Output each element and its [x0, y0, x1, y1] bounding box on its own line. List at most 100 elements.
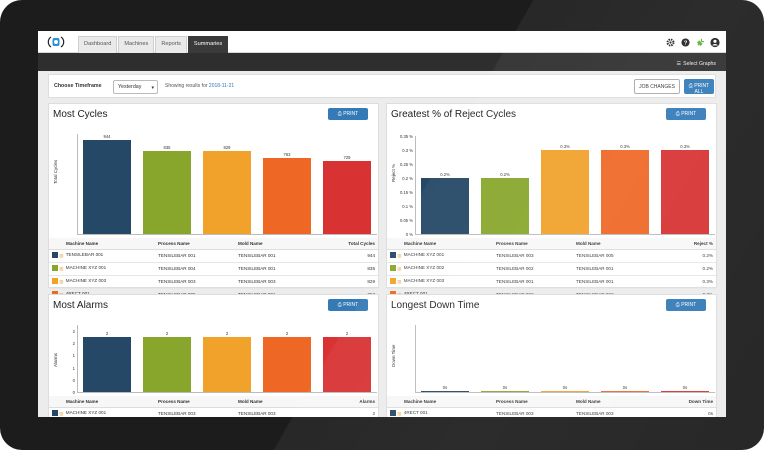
y-tick-label: 2 — [72, 329, 75, 334]
chart-bar[interactable] — [323, 336, 371, 392]
table-row[interactable]: ▥ MACHINE XYZ 003 TENSILEBAR 003 TENSILEBA… — [49, 275, 378, 289]
user-account-icon[interactable] — [710, 37, 720, 47]
column-header[interactable]: Mold Name — [235, 238, 316, 250]
table-cell: TENSILEBAR 003 — [155, 275, 235, 289]
y-axis-label: Reject % — [391, 163, 396, 182]
main-tabs: Dashboard Machines Reports Summaries — [78, 36, 229, 53]
bar-value-label: 2 — [105, 330, 109, 336]
help-icon[interactable]: ? — [680, 37, 690, 47]
table-cell: ▥ TENSILEBAR 001 — [49, 249, 155, 263]
bar-value-label: 0.2% — [440, 172, 450, 177]
color-swatch — [390, 410, 396, 417]
table-cell: ▥ 4RECT 001 — [387, 407, 493, 417]
machine-name-link[interactable]: MACHINE XYZ 002 — [402, 265, 445, 271]
machine-name-link[interactable]: TENSILEBAR 001 — [64, 252, 104, 258]
column-header[interactable]: Process Name — [493, 238, 573, 250]
y-tick-label: 0 — [72, 390, 75, 395]
color-swatch — [52, 252, 58, 259]
print-button[interactable]: ⎙ PRINT — [328, 108, 368, 120]
chart-bar[interactable] — [601, 150, 649, 234]
chart-bar[interactable] — [323, 161, 371, 234]
select-graphs-link[interactable]: ☰ Select Graphs — [676, 61, 716, 67]
machine-name-link[interactable]: MACHINE XYZ 003 — [402, 278, 445, 284]
chart-bar[interactable] — [263, 157, 311, 234]
chart-bar[interactable] — [661, 150, 709, 234]
tab-machines[interactable]: Machines — [118, 36, 155, 53]
table-cell: TENSILEBAR 001 — [235, 249, 316, 263]
down-time-panel: Longest Down Time ⎙ PRINT Down Time Mach… — [386, 294, 717, 417]
column-header[interactable]: Machine Name — [387, 396, 493, 408]
table-cell: TENSILEBAR 004 — [155, 262, 235, 276]
tab-dashboard[interactable]: Dashboard — [78, 36, 118, 53]
y-tick-label: 1 — [72, 353, 75, 359]
chart-bar[interactable] — [661, 391, 709, 392]
bar-value-label: 0s — [682, 385, 688, 390]
column-header[interactable]: Alarms — [316, 396, 378, 408]
bar-chart-icon: ▥ — [58, 278, 64, 284]
chart-bar[interactable] — [421, 178, 469, 234]
machine-name-link[interactable]: 4RECT 001 — [402, 410, 428, 416]
table-row[interactable]: ▥ MACHINE XYZ 002 TENSILEBAR 002 TENSILEBA… — [387, 262, 716, 276]
table-cell: TENSILEBAR 005 — [573, 249, 654, 263]
machine-name-link[interactable]: MACHINE XYZ 003 — [64, 278, 107, 284]
data-table: Machine Name Process Name Mold Name Alarms … — [49, 396, 378, 417]
table-cell: TENSILEBAR 003 — [573, 407, 654, 417]
chart-bar[interactable] — [203, 151, 251, 234]
column-header[interactable]: Down Time — [654, 396, 716, 408]
plug-icon[interactable] — [695, 37, 705, 47]
select-graphs-label: Select Graphs — [683, 61, 716, 67]
timeframe-select[interactable]: Yesterday ▾ — [113, 80, 158, 94]
table-row[interactable]: ▥ MACHINE XYZ 001 TENSILEBAR 003 TENSILEBA… — [49, 407, 378, 417]
chart-bar[interactable] — [203, 336, 251, 392]
color-swatch — [390, 252, 396, 259]
column-header[interactable]: Mold Name — [573, 238, 654, 250]
column-header[interactable]: Reject % — [654, 238, 716, 250]
chart-bar[interactable] — [541, 150, 589, 234]
most-cycles-panel: Most Cycles ⎙ PRINT Total Cycles Machine… — [48, 103, 379, 315]
table-row[interactable]: ▥ MACHINE XYZ 001 TENSILEBAR 004 TENSILEBA… — [49, 262, 378, 276]
table-row[interactable]: ▥ MACHINE XYZ 003 TENSILEBAR 001 TENSILEBA… — [387, 275, 716, 289]
column-header[interactable]: Mold Name — [235, 396, 316, 408]
table-row[interactable]: ▥ MACHINE XYZ 001 TENSILEBAR 003 TENSILEBA… — [387, 249, 716, 263]
table-cell: ▥ MACHINE XYZ 001 — [49, 407, 155, 417]
print-button[interactable]: ⎙ PRINT — [666, 299, 706, 311]
timeframe-toolbar: Choose Timeframe Yesterday ▾ Showing res… — [48, 74, 716, 98]
chart-bar[interactable] — [481, 178, 529, 234]
tab-reports[interactable]: Reports — [155, 36, 187, 53]
column-header[interactable]: Machine Name — [49, 396, 155, 408]
column-header[interactable]: Machine Name — [49, 238, 155, 250]
chart-bar[interactable] — [601, 391, 649, 392]
chart-bar[interactable] — [83, 139, 131, 234]
job-changes-button[interactable]: JOB CHANGES — [634, 79, 680, 94]
machine-name-link[interactable]: MACHINE XYZ 001 — [402, 252, 445, 258]
y-tick-label: 0.1 % — [402, 204, 413, 209]
chart-bar[interactable] — [263, 336, 311, 392]
column-header[interactable]: Total Cycles — [316, 238, 378, 250]
panel-title: Most Cycles — [53, 109, 108, 120]
column-header[interactable]: Machine Name — [387, 238, 493, 250]
table-header-row: Machine Name Process Name Mold Name Alarms — [49, 396, 378, 408]
tab-summaries[interactable]: Summaries — [187, 36, 229, 53]
machine-name-link[interactable]: MACHINE XYZ 001 — [64, 265, 107, 271]
chart-bar[interactable] — [541, 391, 589, 392]
column-header[interactable]: Mold Name — [573, 396, 654, 408]
print-all-button[interactable]: ⎙ PRINT ALL — [684, 79, 714, 95]
table-row[interactable]: ▥ 4RECT 001 TENSILEBAR 003 TENSILEBAR 003 0… — [387, 407, 716, 417]
y-axis-label: Alarms — [53, 352, 58, 367]
chart-bar[interactable] — [83, 336, 131, 392]
column-header[interactable]: Process Name — [155, 396, 235, 408]
chart-bar[interactable] — [421, 391, 469, 392]
showing-prefix: Showing results for — [165, 83, 208, 89]
gear-icon[interactable] — [665, 37, 675, 47]
chart-bar[interactable] — [481, 391, 529, 392]
print-button[interactable]: ⎙ PRINT — [666, 108, 706, 120]
chart-bar[interactable] — [143, 336, 191, 392]
bar-value-label: 0s — [442, 385, 448, 390]
column-header[interactable]: Process Name — [493, 396, 573, 408]
table-row[interactable]: ▥ TENSILEBAR 001 TENSILEBAR 001 TENSILEBAR… — [49, 249, 378, 263]
color-swatch — [52, 410, 58, 417]
machine-name-link[interactable]: MACHINE XYZ 001 — [64, 410, 107, 416]
print-button[interactable]: ⎙ PRINT — [328, 299, 368, 311]
chart-bar[interactable] — [143, 150, 191, 234]
column-header[interactable]: Process Name — [155, 238, 235, 250]
